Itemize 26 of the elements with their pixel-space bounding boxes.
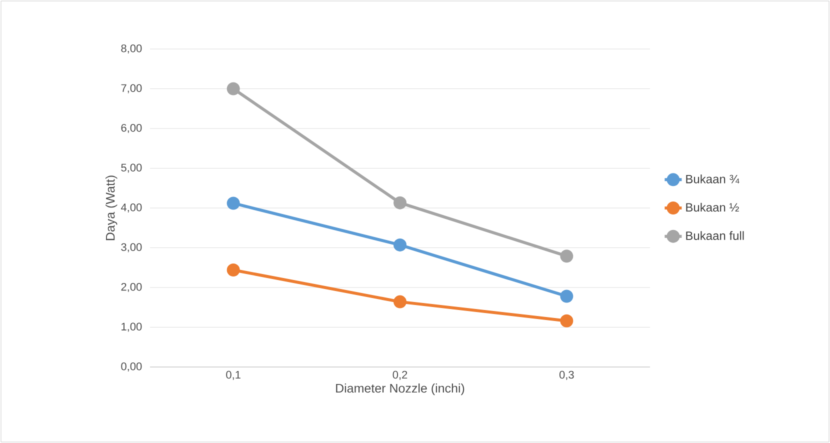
legend-label: Bukaan ¾ xyxy=(686,174,740,184)
y-tick-label: 4,00 xyxy=(120,203,142,213)
y-tick-label: 2,00 xyxy=(121,282,142,292)
point xyxy=(394,238,407,252)
y-tick-label: 1,00 xyxy=(122,322,142,332)
x-tick-label: 0,2 xyxy=(392,370,408,380)
legend-label: Bukaan ½ xyxy=(686,202,739,212)
legend-label: Bukaan full xyxy=(686,231,744,240)
point xyxy=(226,196,240,210)
point xyxy=(560,314,574,328)
y-tick-label: 6,00 xyxy=(121,124,142,134)
point xyxy=(394,196,407,210)
point xyxy=(394,295,407,308)
y-tick-label: 8,00 xyxy=(121,44,142,54)
point xyxy=(226,82,240,96)
y-tick-label: 0,00 xyxy=(121,362,142,372)
y-axis-title: Daya (Watt) xyxy=(106,176,118,240)
x-tick-label: 0,3 xyxy=(559,370,574,380)
y-tick-label: 7,00 xyxy=(121,84,142,94)
x-axis-title: Diameter Nozzle (inchi) xyxy=(336,383,464,396)
y-tick-label: 5,00 xyxy=(121,164,142,173)
y-tick-label: 3,00 xyxy=(121,243,142,252)
point xyxy=(560,250,574,263)
point xyxy=(560,290,574,303)
point xyxy=(226,264,240,277)
x-tick-label: 0,1 xyxy=(226,370,240,380)
